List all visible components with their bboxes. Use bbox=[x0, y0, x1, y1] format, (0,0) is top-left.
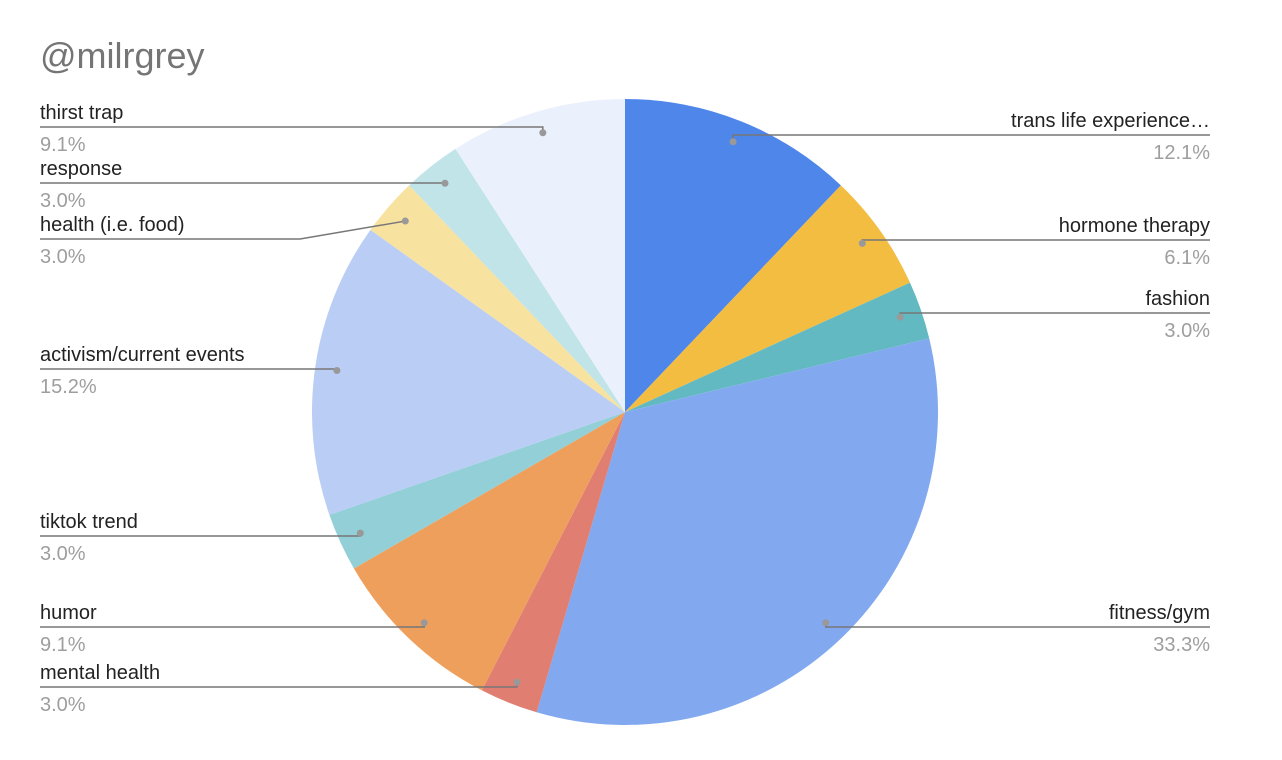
legend-label: response bbox=[40, 158, 122, 180]
leader-dot bbox=[896, 313, 904, 321]
leader-dot bbox=[333, 366, 341, 374]
leader-line bbox=[40, 220, 406, 240]
pie-slice bbox=[536, 338, 938, 725]
leader-dot bbox=[858, 239, 866, 247]
value-label: 12.1% bbox=[1153, 142, 1210, 164]
value-label: 15.2% bbox=[40, 376, 97, 398]
leader-line bbox=[861, 239, 1210, 244]
leader-line bbox=[899, 312, 1210, 318]
value-label: 3.0% bbox=[40, 190, 86, 212]
value-label: 6.1% bbox=[1164, 247, 1210, 269]
legend-label: hormone therapy bbox=[1059, 215, 1210, 237]
value-label: 9.1% bbox=[40, 134, 86, 156]
legend-label: fashion bbox=[1146, 288, 1211, 310]
legend-label: thirst trap bbox=[40, 102, 123, 124]
leader-dot bbox=[420, 619, 428, 627]
legend-label: fitness/gym bbox=[1109, 602, 1210, 624]
leader-line bbox=[40, 368, 338, 371]
leader-dot bbox=[822, 619, 830, 627]
leader-line bbox=[40, 533, 362, 537]
legend-label: activism/current events bbox=[40, 344, 245, 366]
legend-label: mental health bbox=[40, 662, 160, 684]
value-label: 9.1% bbox=[40, 634, 86, 656]
leader-dot bbox=[356, 529, 364, 537]
leader-dot bbox=[441, 179, 449, 187]
chart-title: @milrgrey bbox=[40, 35, 205, 76]
pie-slice bbox=[481, 412, 625, 713]
pie-slice bbox=[625, 185, 911, 412]
legend-label: humor bbox=[40, 602, 97, 624]
pie-slice bbox=[370, 185, 625, 412]
pie-slice bbox=[329, 412, 625, 569]
pie-slice bbox=[625, 282, 930, 412]
value-label: 3.0% bbox=[40, 694, 86, 716]
legend-label: health (i.e. food) bbox=[40, 214, 185, 236]
leader-dot bbox=[539, 129, 547, 137]
value-label: 3.0% bbox=[40, 543, 86, 565]
value-label: 3.0% bbox=[1164, 320, 1210, 342]
legend-label: tiktok trend bbox=[40, 511, 138, 533]
pie-slice bbox=[625, 99, 841, 412]
value-label: 33.3% bbox=[1153, 634, 1210, 656]
pie-slice bbox=[409, 148, 625, 412]
leader-dot bbox=[729, 138, 737, 146]
leader-line bbox=[732, 134, 1210, 142]
leader-line bbox=[40, 622, 425, 628]
value-label: 3.0% bbox=[40, 246, 86, 268]
leader-dot bbox=[513, 678, 521, 686]
leader-line bbox=[40, 126, 544, 133]
pie-slice bbox=[312, 229, 625, 515]
legend-label: trans life experience… bbox=[1011, 110, 1210, 132]
leader-dot bbox=[401, 217, 409, 225]
pie-slice bbox=[455, 99, 625, 412]
